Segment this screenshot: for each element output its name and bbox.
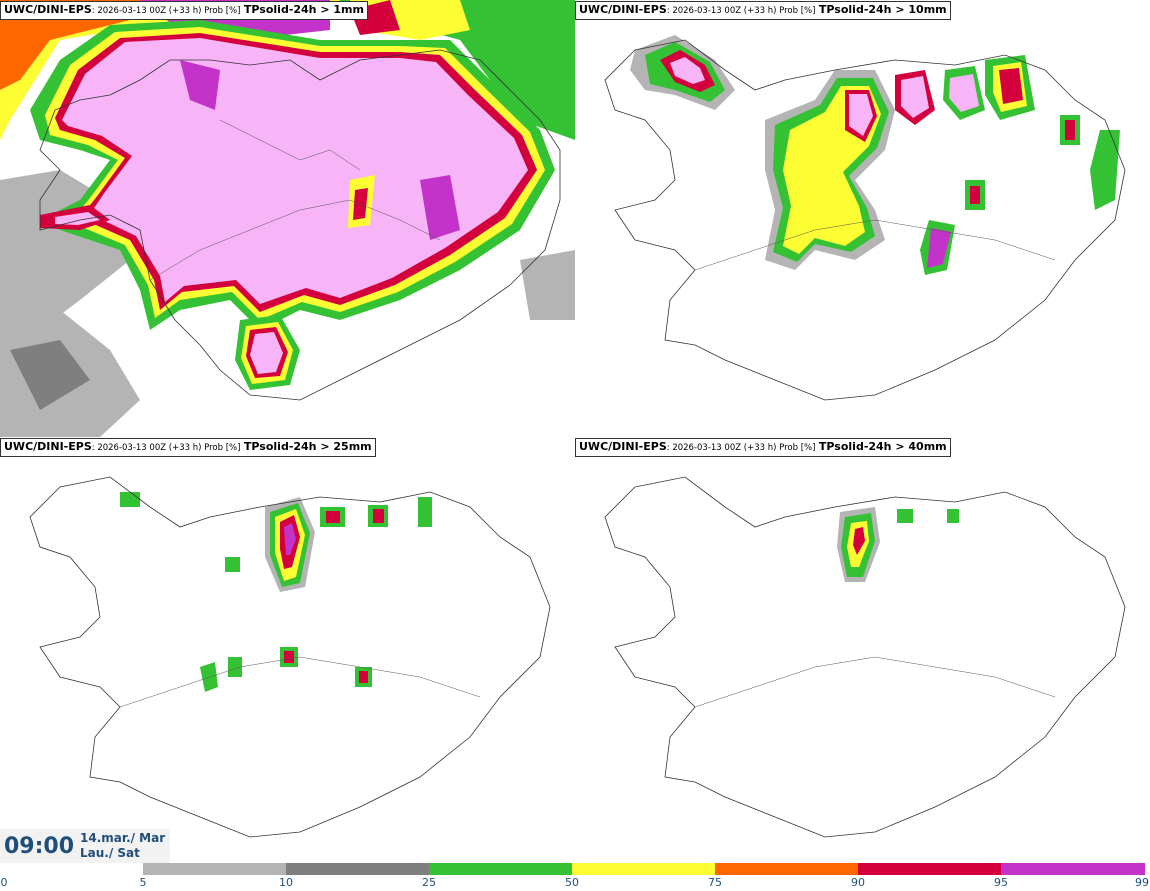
prob-area [970,186,980,204]
panel-title: UWC/DINI-EPS: 2026-03-13 00Z (+33 h) Pro… [575,1,951,20]
colorbar-segment [572,863,716,875]
run-meta: : 2026-03-13 00Z (+33 h) Prob [%] [666,6,816,16]
coastline [604,476,1126,838]
parameter-name: TPsolid-24h > 1mm [243,3,364,16]
boundary-line [219,119,361,171]
valid-time-clock: 09:00 [4,834,75,859]
land-prob-95 [420,175,460,240]
prob-area [949,74,979,112]
coastline [29,476,551,838]
colorbar-segment [143,863,287,875]
colorbar-segment [858,863,1002,875]
parameter-name: TPsolid-24h > 10mm [818,3,947,16]
model-name: UWC/DINI-EPS [579,3,667,16]
panel-title: UWC/DINI-EPS: 2026-03-13 00Z (+33 h) Pro… [0,438,376,457]
prob-area [284,651,294,663]
parameter-name: TPsolid-24h > 40mm [818,440,947,453]
prob-area [326,511,340,523]
probability-map-10mm [575,0,1150,437]
probability-map-1mm [0,0,575,437]
boundary-line [119,656,481,708]
prob-area [1090,130,1120,210]
west-prob-strip [55,212,100,225]
prob-area [897,509,913,523]
map-panel-1mm: UWC/DINI-EPS: 2026-03-13 00Z (+33 h) Pro… [0,0,575,437]
colorbar-tick-label: 10 [279,876,293,889]
probability-colorbar: 0 5 10 25 50 75 90 95 99 [0,863,1150,891]
boundary-line [149,199,441,281]
prob-area [228,657,242,677]
map-panel-10mm: UWC/DINI-EPS: 2026-03-13 00Z (+33 h) Pro… [575,0,1150,437]
prob-area [120,492,140,507]
colorbar-segment [0,863,144,875]
prob-area [999,68,1023,104]
colorbar-segment [286,863,430,875]
coastline [604,39,1126,401]
valid-time-box: 09:00 14.mar./ Mar Lau./ Sat [0,829,170,866]
panel-title: UWC/DINI-EPS: 2026-03-13 00Z (+33 h) Pro… [0,1,368,20]
probability-map-25mm [0,437,575,874]
model-name: UWC/DINI-EPS [579,440,667,453]
prob-area [853,527,865,555]
map-panel-25mm: UWC/DINI-EPS: 2026-03-13 00Z (+33 h) Pro… [0,437,575,874]
colorbar-tick-label: 99 [1135,876,1149,889]
prob-area [849,94,873,136]
sea-prob-area [0,0,340,140]
colorbar-tick-label: 25 [422,876,436,889]
south-prob-blob [250,332,283,374]
boundary-line [694,656,1056,708]
date-line-2: Lau./ Sat [80,846,140,860]
colorbar-tick-label: 0 [0,876,8,889]
boundary-line [694,219,1056,271]
date-line-1: 14.mar./ Mar [80,831,166,845]
colorbar-segment [429,863,573,875]
prob-area [359,671,368,683]
parameter-name: TPsolid-24h > 25mm [243,440,372,453]
model-name: UWC/DINI-EPS [4,3,92,16]
land-prob-95 [180,60,220,110]
probability-map-40mm [575,437,1150,874]
prob-area [284,523,296,555]
sea-prob-area [10,340,90,410]
prob-area [418,497,432,527]
coastline [39,49,561,401]
colorbar-segment [715,863,859,875]
model-name: UWC/DINI-EPS [4,440,92,453]
land-prob-99 [62,38,528,304]
prob-area [901,76,929,118]
valid-time-date: 14.mar./ Mar Lau./ Sat [80,831,165,861]
sea-prob-area [520,250,575,320]
colorbar-segment [1001,863,1145,875]
colorbar-tick-label: 5 [139,876,147,889]
map-panel-40mm: UWC/DINI-EPS: 2026-03-13 00Z (+33 h) Pro… [575,437,1150,874]
prob-area [1065,120,1075,140]
colorbar-tick-label: 75 [708,876,722,889]
colorbar-tick-label: 95 [994,876,1008,889]
run-meta: : 2026-03-13 00Z (+33 h) Prob [%] [666,443,816,453]
prob-area [927,228,951,268]
prob-area [225,557,240,572]
colorbar-tick-label: 90 [851,876,865,889]
run-meta: : 2026-03-13 00Z (+33 h) Prob [%] [91,6,241,16]
run-meta: : 2026-03-13 00Z (+33 h) Prob [%] [91,443,241,453]
prob-area [947,509,959,523]
prob-area [373,509,384,523]
sea-prob-area [0,0,330,90]
prob-area [670,57,705,84]
panel-title: UWC/DINI-EPS: 2026-03-13 00Z (+33 h) Pro… [575,438,951,457]
prob-area [200,662,218,692]
colorbar-tick-label: 50 [565,876,579,889]
